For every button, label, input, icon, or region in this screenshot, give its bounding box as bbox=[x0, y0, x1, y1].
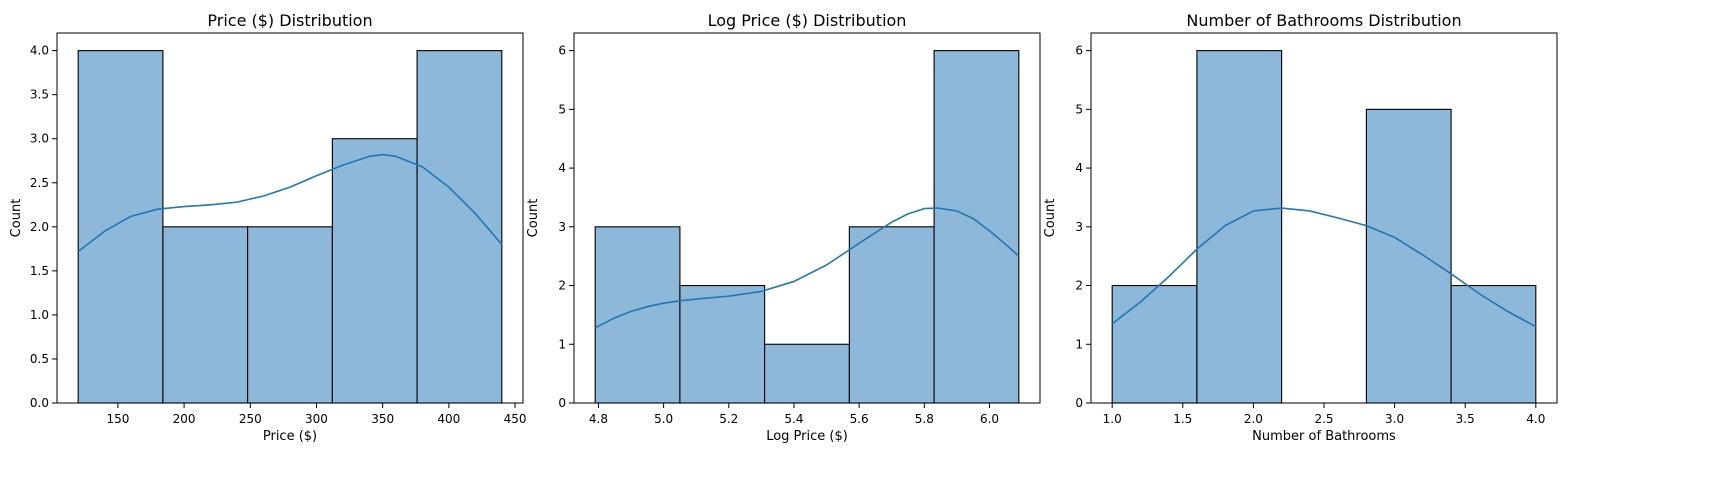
x-tick-label: 3.5 bbox=[1456, 412, 1475, 426]
x-tick-label: 5.8 bbox=[915, 412, 934, 426]
x-axis-label: Number of Bathrooms bbox=[1252, 429, 1396, 444]
x-tick-label: 5.6 bbox=[850, 412, 869, 426]
y-tick-label: 3 bbox=[558, 220, 566, 234]
chart-panel-2: 4.8 5.0 5.2 5.4 5.6 5.8 6.0 0 1 2 3 4 5 6 Log Price ($… bbox=[526, 11, 1041, 444]
x-tick-label: 5.2 bbox=[719, 412, 738, 426]
x-tick-label: 1.0 bbox=[1103, 412, 1122, 426]
x-tick-label: 4.8 bbox=[589, 412, 608, 426]
x-tick-label: 450 bbox=[504, 412, 527, 426]
chart-title: Number of Bathrooms Distribution bbox=[1186, 11, 1461, 30]
histogram-bar bbox=[162, 226, 249, 404]
y-tick-label: 1 bbox=[558, 337, 566, 351]
x-axis-label: Log Price ($) bbox=[766, 429, 848, 444]
y-tick-label: 0 bbox=[558, 396, 566, 410]
y-tick-label: 3 bbox=[1075, 220, 1083, 234]
kde-line bbox=[594, 207, 1020, 329]
kde-line bbox=[77, 153, 503, 253]
y-tick-label: 2.0 bbox=[30, 220, 49, 234]
x-tick-label: 300 bbox=[305, 412, 328, 426]
y-tick-label: 1.0 bbox=[30, 308, 49, 322]
histogram-bar bbox=[1196, 50, 1283, 404]
y-axis-label: Count bbox=[526, 199, 541, 238]
histogram-bar bbox=[764, 343, 850, 404]
y-tick-label: 0.5 bbox=[30, 352, 49, 366]
x-tick-label: 2.0 bbox=[1244, 412, 1263, 426]
y-tick-label: 2 bbox=[558, 279, 566, 293]
histogram-bar bbox=[594, 226, 681, 404]
y-tick-label: 2.5 bbox=[30, 176, 49, 190]
x-axis-label: Price ($) bbox=[263, 429, 317, 444]
kde-line bbox=[1111, 207, 1537, 328]
histogram-bar bbox=[331, 138, 418, 404]
x-tick-label: 6.0 bbox=[980, 412, 999, 426]
y-tick-label: 3.0 bbox=[30, 132, 49, 146]
y-tick-label: 4.0 bbox=[30, 44, 49, 58]
histogram-bar bbox=[247, 226, 333, 404]
x-tick-label: 2.5 bbox=[1314, 412, 1333, 426]
x-tick-label: 150 bbox=[106, 412, 129, 426]
y-tick-label: 6 bbox=[1075, 44, 1083, 58]
histogram-bar bbox=[1111, 284, 1198, 404]
x-tick-label: 3.0 bbox=[1385, 412, 1404, 426]
y-tick-label: 3.5 bbox=[30, 88, 49, 102]
y-tick-label: 0 bbox=[1075, 396, 1083, 410]
x-tick-label: 200 bbox=[173, 412, 196, 426]
y-axis-label: Count bbox=[9, 199, 24, 238]
x-tick-label: 4.0 bbox=[1526, 412, 1545, 426]
x-tick-label: 5.0 bbox=[654, 412, 673, 426]
chart-title: Log Price ($) Distribution bbox=[708, 11, 907, 30]
y-tick-label: 6 bbox=[558, 44, 566, 58]
axes-frame bbox=[56, 32, 524, 404]
histogram-bar bbox=[416, 50, 503, 404]
x-tick-label: 5.4 bbox=[784, 412, 803, 426]
histogram-bar bbox=[77, 50, 164, 404]
histogram-bar bbox=[1365, 108, 1452, 404]
y-tick-label: 1.5 bbox=[30, 264, 49, 278]
histogram-bar bbox=[933, 50, 1020, 404]
y-tick-label: 4 bbox=[558, 161, 566, 175]
y-tick-label: 5 bbox=[1075, 102, 1083, 116]
y-axis-label: Count bbox=[1043, 199, 1058, 238]
y-tick-label: 4 bbox=[1075, 161, 1083, 175]
y-tick-label: 0.0 bbox=[30, 396, 49, 410]
axes-frame bbox=[573, 32, 1041, 404]
x-tick-label: 350 bbox=[371, 412, 394, 426]
chart-title: Price ($) Distribution bbox=[207, 11, 372, 30]
x-tick-label: 1.5 bbox=[1173, 412, 1192, 426]
x-tick-label: 400 bbox=[437, 412, 460, 426]
y-tick-label: 5 bbox=[558, 102, 566, 116]
histogram-bar bbox=[848, 226, 935, 404]
x-tick-label: 250 bbox=[239, 412, 262, 426]
chart-panel-1: 150 200 250 300 350 400 450 0.0 0.5 1.0 1.5 2.0 2.5 3… bbox=[9, 11, 527, 444]
histogram-bar bbox=[679, 284, 766, 404]
y-tick-label: 1 bbox=[1075, 337, 1083, 351]
chart-panel-3: 1.0 1.5 2.0 2.5 3.0 3.5 4.0 0 1 2 3 4 5 6 Number of Ba… bbox=[1043, 11, 1558, 444]
y-tick-label: 2 bbox=[1075, 279, 1083, 293]
